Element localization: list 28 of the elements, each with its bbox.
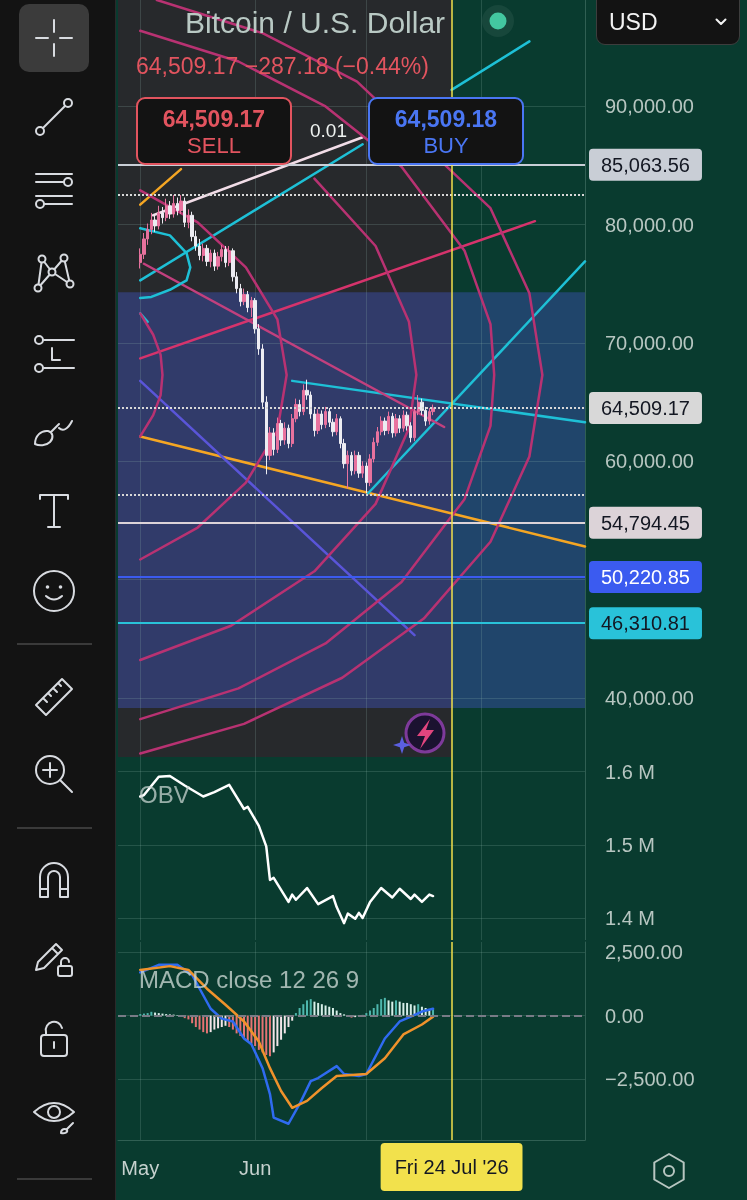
ref-line-label: 64,509.17 — [601, 396, 690, 419]
y-tick-label: 2,500.00 — [605, 941, 683, 964]
ref-line-label: 54,794.45 — [601, 511, 690, 534]
ref-line-label: 46,310.81 — [601, 612, 690, 635]
y-tick-label: 1.4 M — [605, 907, 656, 930]
annotation: SELL — [186, 133, 242, 158]
y-tick-label: −2,500.00 — [605, 1068, 695, 1091]
y-tick-label: 70,000.00 — [605, 332, 694, 355]
annotation: BUY — [422, 133, 470, 158]
x-tick-label: May — [121, 1157, 160, 1179]
y-tick-label: 40,000.00 — [605, 686, 694, 709]
annotation: 0.01 — [310, 120, 347, 141]
dropdown: USD — [596, 0, 740, 45]
ref-line-label: 85,063.56 — [601, 153, 690, 176]
buy-button: 64,509.18 BUY — [368, 97, 524, 165]
sell-button: 64,509.17 SELL — [136, 97, 292, 165]
y-tick-label: 1.6 M — [605, 760, 656, 783]
annotation: 64,509.17 — [161, 106, 267, 132]
y-tick-label: 90,000.00 — [605, 95, 694, 118]
y-tick-label: 60,000.00 — [605, 450, 694, 473]
ref-line-label: 50,220.85 — [601, 565, 690, 588]
ref-line-label: Fri 24 Jul '26 — [394, 1156, 509, 1178]
y-tick-label: 0.00 — [605, 1004, 644, 1027]
y-tick-label: 80,000.00 — [605, 213, 694, 236]
annotation: 64,509.18 — [393, 106, 499, 132]
text: OBV — [139, 780, 190, 808]
y-tick-label: 1.5 M — [605, 833, 656, 856]
x-tick-label: Jun — [239, 1157, 272, 1179]
